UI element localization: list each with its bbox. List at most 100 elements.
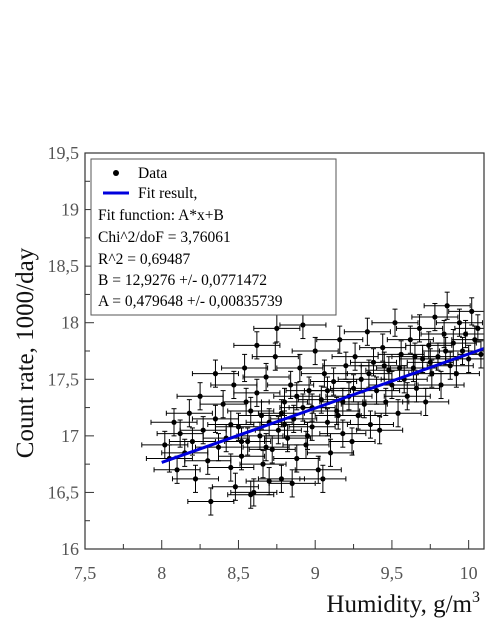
data-point [269, 446, 275, 453]
data-point [350, 385, 357, 391]
data-point [335, 412, 341, 419]
data-point [447, 363, 453, 369]
data-point [438, 382, 444, 388]
legend-entry-data: Data [138, 165, 167, 182]
data-point [288, 382, 294, 388]
data-point [380, 345, 386, 351]
data-point [370, 359, 377, 365]
data-point [358, 376, 364, 382]
data-point [320, 476, 326, 482]
data-point [174, 467, 180, 473]
fit-line [161, 347, 485, 464]
data-point [238, 453, 245, 459]
data-point [228, 464, 234, 471]
data-point [212, 416, 219, 422]
data-point [416, 325, 423, 331]
data-point [340, 430, 346, 437]
data-point [337, 337, 343, 343]
data-point [278, 410, 285, 416]
data-point [377, 427, 383, 433]
data-point [248, 492, 254, 498]
y-tick-label: 19 [61, 200, 79, 220]
data-point [197, 393, 203, 399]
y-tick-label: 17 [61, 426, 79, 446]
data-point [266, 478, 272, 484]
data-point [258, 412, 265, 419]
data-point [300, 322, 306, 328]
data-point [186, 410, 192, 416]
data-point [324, 388, 331, 394]
data-point [423, 399, 429, 405]
y-tick-label: 18 [61, 313, 79, 333]
legend: Data Fit result, Fit function: A*x+B Chi… [90, 158, 337, 316]
data-point [231, 382, 237, 388]
data-point [340, 399, 346, 405]
data-point [331, 378, 337, 385]
x-tick-label: 9 [311, 563, 320, 583]
data-point [278, 476, 285, 482]
data-point [215, 444, 222, 450]
data-point [205, 458, 211, 464]
data-point [243, 399, 249, 405]
legend-chi2: Chi^2/doF = 3,76061 [98, 229, 231, 246]
data-point [309, 424, 315, 430]
data-point [426, 342, 432, 348]
data-point [312, 348, 318, 354]
data-point [212, 371, 219, 377]
data-point [162, 442, 168, 448]
data-point [361, 401, 367, 407]
data-point [189, 438, 196, 445]
data-point [427, 359, 433, 365]
data-point [367, 421, 374, 428]
data-point [462, 331, 469, 337]
data-point [352, 354, 358, 360]
data-point [444, 303, 450, 309]
data-point [343, 363, 349, 369]
data-point [274, 325, 280, 331]
data-point [355, 412, 361, 419]
data-point [450, 340, 456, 346]
legend-data-marker [113, 170, 119, 176]
data-point [232, 484, 238, 490]
data-point [294, 393, 300, 399]
y-tick-label: 16,5 [48, 482, 80, 502]
y-tick-label: 18,5 [48, 256, 80, 276]
data-point [334, 408, 340, 414]
data-point [238, 438, 245, 445]
data-point [245, 438, 251, 445]
x-axis-title: Humidity, g/m3 [326, 589, 480, 618]
data-point [435, 354, 441, 360]
data-point [392, 320, 398, 326]
data-point [294, 455, 300, 462]
legend-param-b: B = 12,9276 +/- 0,0771472 [98, 272, 267, 289]
legend-r2: R^2 = 0,69487 [98, 251, 190, 268]
data-point [306, 388, 312, 394]
data-point [407, 337, 413, 343]
data-point [366, 371, 372, 377]
data-point [281, 421, 288, 428]
data-point [263, 374, 269, 380]
data-point [410, 365, 417, 371]
data-point [475, 325, 481, 331]
x-tick-label: 10 [460, 563, 478, 583]
y-tick-label: 19,5 [48, 143, 80, 163]
x-tick-label: 9,5 [381, 563, 404, 583]
data-point [412, 354, 418, 360]
data-point [235, 424, 242, 430]
data-point [398, 351, 404, 357]
legend-entry-fit: Fit result, [138, 185, 197, 202]
data-point [257, 433, 263, 439]
data-point [220, 401, 226, 407]
data-point [315, 467, 321, 473]
x-axis-title-superscript: 3 [472, 589, 480, 606]
error-bars [141, 291, 484, 516]
data-point [208, 498, 214, 505]
data-point [383, 399, 389, 405]
data-point [456, 320, 463, 326]
data-point [404, 393, 410, 399]
data-point [228, 421, 234, 428]
data-point [327, 450, 334, 456]
data-point [297, 365, 303, 371]
x-tick-label: 8,5 [227, 563, 250, 583]
data-point [303, 442, 309, 448]
